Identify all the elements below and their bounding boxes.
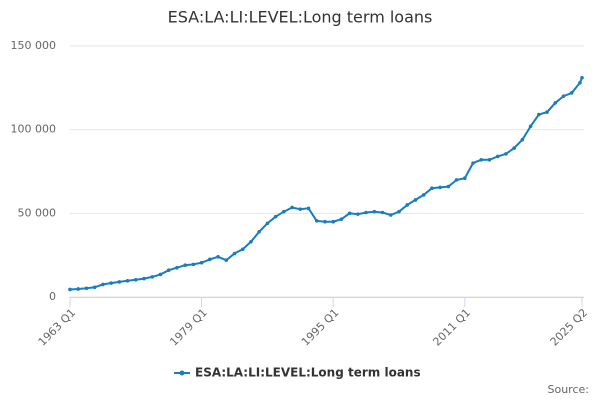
x-tick-label: 1963 Q1 [36, 306, 79, 349]
point [216, 255, 220, 259]
point [183, 263, 187, 268]
point [495, 154, 500, 159]
point [356, 212, 360, 216]
y-tick-label: 0 [49, 290, 56, 303]
point [553, 101, 558, 105]
point [257, 229, 261, 234]
point [306, 206, 311, 211]
point [265, 221, 270, 226]
x-tick-label: 1979 Q1 [167, 306, 210, 349]
point [487, 157, 492, 162]
point [405, 203, 410, 207]
point [512, 146, 516, 150]
point [438, 185, 442, 190]
point [364, 210, 368, 215]
point [125, 278, 130, 283]
point [166, 268, 171, 273]
point [208, 257, 212, 262]
point [471, 161, 475, 165]
point [347, 211, 352, 216]
point [290, 205, 294, 210]
point [388, 213, 393, 217]
point [504, 152, 508, 156]
point [520, 137, 525, 142]
legend-label: ESA:LA:LI:LEVEL:Long term loans [195, 366, 421, 380]
point [413, 198, 418, 202]
point [92, 285, 97, 290]
point [240, 247, 245, 252]
point [578, 81, 582, 85]
point [421, 193, 426, 197]
point [462, 176, 467, 180]
point [479, 157, 484, 162]
point [528, 124, 533, 129]
point [430, 186, 434, 191]
point [142, 276, 146, 281]
chart-title: ESA:LA:LI:LEVEL:Long term loans [168, 8, 433, 27]
x-tick-label: 2011 Q1 [431, 306, 474, 349]
point [331, 219, 335, 224]
x-tick-label: 2025 Q2 [548, 306, 591, 349]
point [569, 91, 574, 95]
point [372, 209, 377, 214]
point [339, 217, 344, 221]
point [232, 251, 237, 256]
point [175, 265, 179, 270]
point [282, 209, 286, 214]
point [397, 209, 401, 214]
y-tick-label: 50 000 [18, 206, 57, 219]
x-tick-label: 1995 Q1 [299, 306, 342, 349]
point [314, 219, 319, 223]
point [150, 275, 155, 279]
point [545, 110, 549, 114]
point [84, 286, 89, 291]
source: Source: [548, 383, 590, 396]
point [454, 178, 459, 182]
point [249, 239, 253, 244]
point [298, 207, 303, 211]
point [580, 75, 584, 80]
point [199, 260, 204, 265]
point [446, 184, 451, 189]
y-tick-label: 150 000 [11, 39, 57, 52]
point [109, 281, 113, 285]
point [76, 287, 81, 291]
point [537, 112, 541, 117]
legend-marker [179, 370, 185, 376]
point [561, 94, 566, 98]
point [191, 262, 196, 267]
point [224, 258, 229, 262]
point [380, 210, 385, 215]
point [101, 282, 105, 287]
point [117, 280, 122, 284]
point [68, 287, 72, 292]
line [69, 77, 583, 291]
point [158, 272, 163, 277]
point [273, 214, 278, 219]
y-tick-label: 100 000 [11, 123, 57, 136]
point [323, 219, 327, 224]
point [133, 277, 138, 282]
